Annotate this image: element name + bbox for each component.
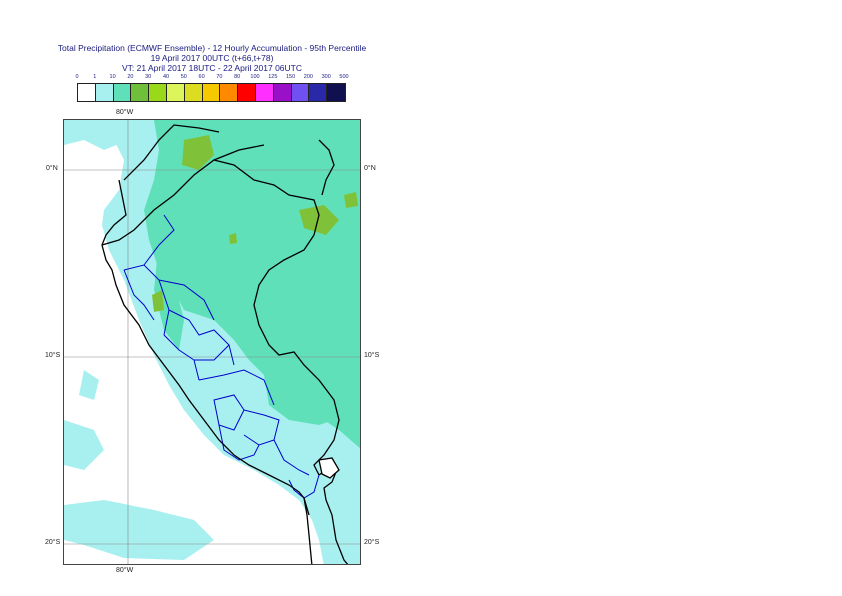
lat-label-0-right: 0°N (364, 165, 376, 172)
title-line-2: 19 April 2017 00UTC (t+66,t+78) (150, 53, 274, 63)
legend-label: 300 (321, 74, 331, 80)
legend-swatch (220, 84, 239, 101)
legend-label: 70 (216, 74, 223, 80)
precip-green-3 (152, 290, 164, 312)
legend-label: 20 (127, 74, 134, 80)
legend-label: 0 (75, 74, 79, 80)
legend-label: 10 (109, 74, 116, 80)
legend-label: 80 (234, 74, 241, 80)
legend-swatch (273, 84, 292, 101)
legend-label: 40 (162, 74, 170, 80)
legend-label: 30 (145, 74, 152, 80)
legend-swatch (166, 84, 185, 101)
lat-label-0-left: 0°N (46, 165, 58, 172)
lat-label-20-right: 20°S (364, 539, 380, 546)
legend-swatch (202, 84, 221, 101)
legend-swatch (113, 84, 132, 101)
lat-label-10-left: 10°S (45, 352, 61, 359)
legend-swatch (238, 84, 256, 101)
color-legend (77, 83, 346, 102)
precip-green-5 (229, 233, 237, 244)
legend-label: 60 (198, 74, 205, 80)
lat-label-10-right: 10°S (364, 352, 380, 359)
precip-green-2 (299, 205, 339, 235)
lat-label-20-left: 20°S (45, 539, 61, 546)
title-line-3: VT: 21 April 2017 18UTC - 22 April 2017 … (121, 63, 302, 73)
precip-light-ocean-3 (64, 500, 214, 560)
precip-green-4 (344, 192, 358, 208)
colombia-border (213, 159, 320, 236)
chile-border (303, 497, 310, 516)
legend-label: 100 (250, 74, 260, 80)
national-borders (101, 124, 349, 564)
precip-medium-south (264, 375, 334, 425)
legend-swatch (95, 84, 114, 101)
regional-boundaries (123, 214, 320, 499)
legend-label: 50 (180, 74, 187, 80)
legend-label: 1 (93, 74, 97, 80)
precip-medium-west (154, 240, 184, 350)
legend-label: 500 (339, 74, 349, 80)
legend-labels: 0 1 10 20 30 40 50 60 70 80 100 125 150 200 300 500 (70, 74, 360, 84)
precip-green-1 (182, 135, 214, 170)
precip-light-ocean-4 (79, 370, 99, 400)
legend-swatch (78, 84, 96, 101)
lake-titicaca (318, 457, 340, 479)
legend-label: 200 (303, 74, 313, 80)
brazil-border (253, 234, 340, 476)
peru-ecuador-border (101, 144, 265, 246)
precip-light-ocean-1 (64, 120, 129, 150)
legend-swatch (291, 84, 310, 101)
legend-label: 150 (286, 74, 296, 80)
title-line-1: Total Precipitation (ECMWF Ensemble) - 1… (57, 43, 367, 53)
legend-label: 125 (268, 74, 278, 80)
legend-swatch (149, 84, 167, 101)
map-canvas (64, 120, 360, 564)
coastline (101, 179, 313, 564)
legend-swatch (184, 84, 203, 101)
colombia-brazil-border (318, 139, 335, 196)
legend-swatch (327, 84, 345, 101)
lon-label-80w-top: 80°W (116, 109, 134, 116)
legend-swatch (309, 84, 328, 101)
precipitation-map: 80°W (63, 119, 361, 565)
ecuador-border (123, 124, 220, 181)
legend-swatch (255, 84, 274, 101)
legend-swatch (131, 84, 150, 101)
precip-light-ocean-2 (64, 420, 104, 470)
lon-label-80w-bottom: 80°W (116, 567, 134, 574)
